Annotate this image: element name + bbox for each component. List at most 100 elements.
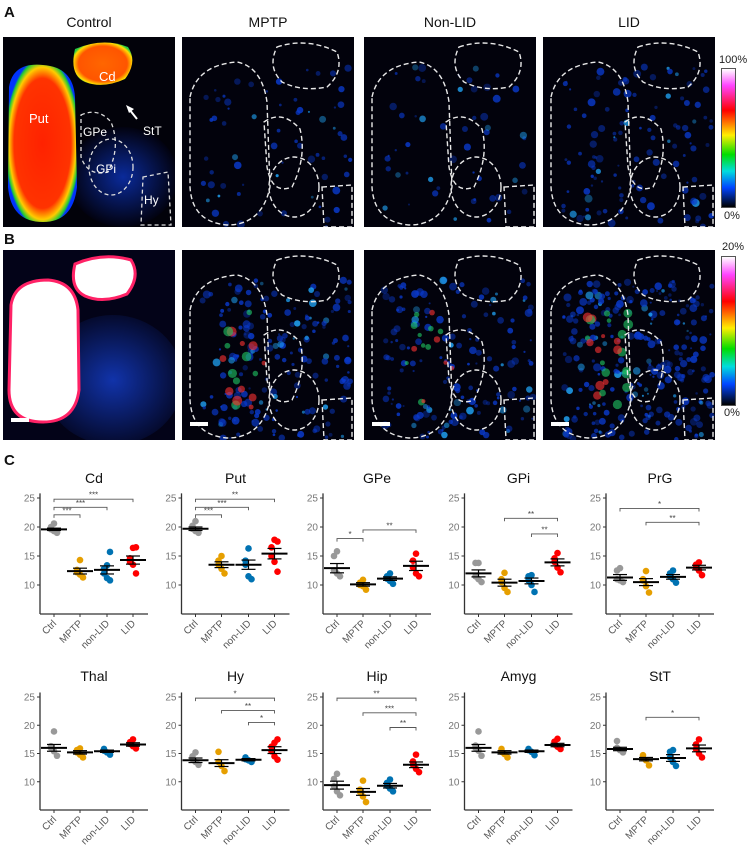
- y-tick-label: 10: [448, 777, 460, 788]
- x-tick-label: Ctrl: [465, 618, 484, 637]
- y-tick-label: 25: [590, 693, 602, 704]
- data-point: [271, 753, 278, 760]
- y-tick-label: 10: [307, 581, 319, 592]
- data-point: [412, 570, 420, 577]
- chart-title: GPe: [363, 470, 391, 486]
- outline-putamen: [550, 61, 632, 226]
- significance-bracket: [389, 727, 417, 731]
- x-tick-label: Ctrl: [465, 814, 484, 833]
- scale-bar: [190, 422, 208, 426]
- data-point: [76, 745, 84, 752]
- outline-gpe: [624, 116, 664, 190]
- chart-title: Thal: [80, 668, 107, 684]
- data-point: [245, 545, 252, 552]
- colorbar-b-max: 20%: [722, 241, 745, 253]
- y-tick-label: 10: [24, 581, 36, 592]
- x-tick-label: Ctrl: [323, 618, 342, 637]
- significance-bracket: [53, 506, 108, 511]
- data-point: [362, 798, 370, 806]
- significance-label: **: [373, 690, 379, 699]
- y-tick-label: 10: [590, 777, 602, 788]
- x-tick-label: LID: [261, 814, 280, 833]
- x-tick-label: LID: [402, 618, 421, 637]
- y-tick-label: 15: [448, 552, 460, 563]
- y-tick-label: 25: [165, 693, 177, 704]
- x-tick-label: Ctrl: [40, 814, 59, 833]
- outline-gpe: [445, 116, 485, 190]
- heatmap-a-mptp: [182, 37, 354, 227]
- data-point: [613, 737, 621, 745]
- significance-label: **: [400, 719, 406, 728]
- significance-label: ***: [204, 506, 213, 515]
- significance-label: *: [260, 714, 263, 723]
- scale-bar: [551, 422, 569, 426]
- data-point: [274, 568, 281, 575]
- data-point: [554, 735, 561, 743]
- y-tick-label: 10: [165, 581, 177, 592]
- data-point: [129, 736, 137, 743]
- data-point: [245, 573, 252, 580]
- data-point: [554, 549, 561, 557]
- significance-bracket: [619, 507, 700, 512]
- data-point: [498, 745, 505, 753]
- data-point: [695, 559, 703, 566]
- heatmap-a-lid: [543, 37, 715, 227]
- data-point: [274, 538, 281, 545]
- outline-gpi: [629, 156, 681, 218]
- x-tick-label: non-LID: [362, 618, 395, 651]
- y-tick-label: 20: [590, 523, 602, 534]
- x-tick-label: Ctrl: [323, 814, 342, 833]
- outline-caudate: [454, 42, 522, 90]
- y-tick-label: 15: [165, 552, 177, 563]
- significance-bracket: [645, 521, 700, 526]
- data-point: [501, 569, 508, 577]
- data-point: [475, 728, 482, 735]
- data-point: [215, 748, 222, 756]
- y-tick-label: 15: [590, 552, 602, 563]
- y-tick-label: 25: [590, 494, 602, 505]
- data-point: [333, 788, 341, 795]
- y-tick-label: 25: [307, 494, 319, 505]
- x-tick-label: LID: [685, 618, 704, 637]
- data-point: [218, 552, 225, 560]
- significance-label: **: [245, 702, 251, 711]
- significance-bracket: [53, 514, 81, 518]
- x-tick-label: LID: [544, 814, 563, 833]
- data-point: [386, 570, 394, 577]
- outline-caudate: [272, 42, 340, 90]
- x-tick-label: non-LID: [362, 814, 395, 847]
- x-tick-label: Ctrl: [606, 618, 625, 637]
- heatmap-b-mptp: [182, 250, 354, 440]
- region-label-gpi: GPi: [96, 162, 116, 176]
- x-tick-label: Ctrl: [40, 618, 59, 637]
- x-tick-label: LID: [402, 814, 421, 833]
- significance-label: ***: [217, 499, 226, 508]
- significance-bracket: [195, 697, 275, 702]
- outline-hy: [682, 397, 714, 440]
- significance-bracket: [53, 498, 134, 503]
- outline-caudate: [633, 255, 701, 303]
- x-tick-label: non-LID: [504, 814, 537, 847]
- x-tick-label: non-LID: [221, 814, 254, 847]
- x-tick-label: Ctrl: [606, 814, 625, 833]
- colorbar-a-max: 100%: [719, 54, 748, 66]
- outline-hy: [321, 184, 353, 227]
- x-tick-label: non-LID: [221, 618, 254, 651]
- significance-label: *: [671, 709, 674, 718]
- region-label-hy: Hy: [144, 193, 159, 207]
- data-point: [132, 544, 140, 551]
- heatmap-b-lid: [543, 250, 715, 440]
- significance-label: **: [528, 510, 534, 519]
- x-tick-label: LID: [544, 618, 563, 637]
- y-tick-label: 25: [24, 693, 36, 704]
- x-tick-label: non-LID: [645, 618, 678, 651]
- colorbar-b-min: 0%: [724, 407, 740, 419]
- outline-gpe: [263, 329, 303, 403]
- significance-bracket: [221, 710, 275, 714]
- x-tick-label: non-LID: [504, 618, 537, 651]
- chart-title: GPi: [507, 470, 530, 486]
